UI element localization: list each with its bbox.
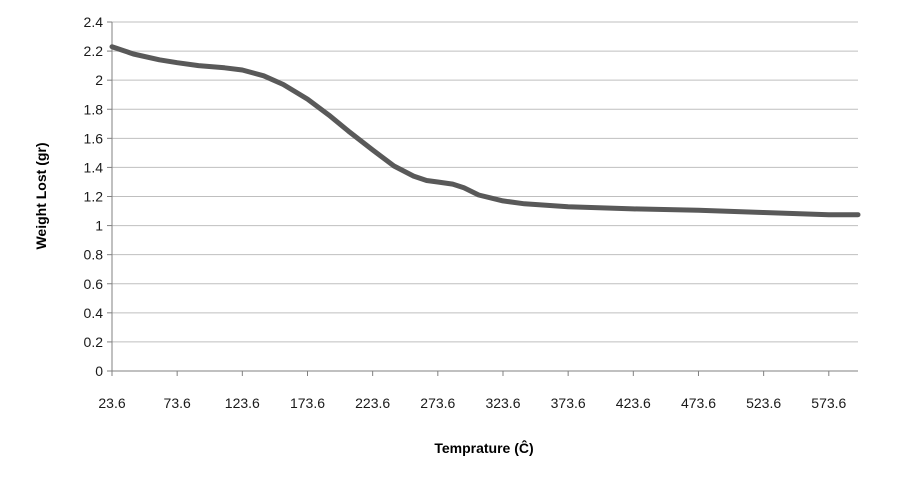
x-tick-label: 273.6 (420, 395, 455, 411)
x-tick-label: 23.6 (98, 395, 125, 411)
y-tick-label: 0 (95, 363, 103, 379)
axes (107, 21, 858, 376)
y-tick-label: 0.4 (84, 305, 104, 321)
x-tick-label: 573.6 (811, 395, 846, 411)
x-tick-label: 323.6 (485, 395, 520, 411)
y-tick-label: 1.4 (84, 159, 104, 175)
y-tick-label: 2.2 (84, 43, 104, 59)
y-tick-labels: 0 0.2 0.4 0.6 0.8 1 1.2 1.4 1.6 1.8 2 2.2 2.4 (84, 14, 104, 379)
y-tick-label: 1.8 (84, 101, 104, 117)
y-tick-label: 0.8 (84, 247, 104, 263)
x-tick-label: 123.6 (225, 395, 260, 411)
x-tick-label: 173.6 (290, 395, 325, 411)
y-axis-title: Weight Lost (gr) (33, 142, 49, 249)
y-tick-label: 1.6 (84, 130, 104, 146)
y-tick-label: 0.6 (84, 276, 104, 292)
y-tick-label: 1.2 (84, 189, 104, 205)
x-tick-label: 223.6 (355, 395, 390, 411)
x-tick-label: 423.6 (616, 395, 651, 411)
x-tick-label: 523.6 (746, 395, 781, 411)
y-tick-label: 2.4 (84, 14, 104, 30)
y-tick-label: 0.2 (84, 334, 104, 350)
x-axis-title: Temprature (Ĉ) (434, 439, 533, 456)
x-tick-label: 373.6 (551, 395, 586, 411)
series-layer (109, 44, 861, 218)
y-tick-label: 2 (95, 72, 103, 88)
series-line (109, 44, 861, 218)
x-tick-labels: 23.6 73.6 123.6 173.6 223.6 273.6 323.6 373.6 42… (98, 395, 846, 411)
y-tick-label: 1 (95, 218, 103, 234)
x-tick-label: 73.6 (164, 395, 191, 411)
x-tick-label: 473.6 (681, 395, 716, 411)
